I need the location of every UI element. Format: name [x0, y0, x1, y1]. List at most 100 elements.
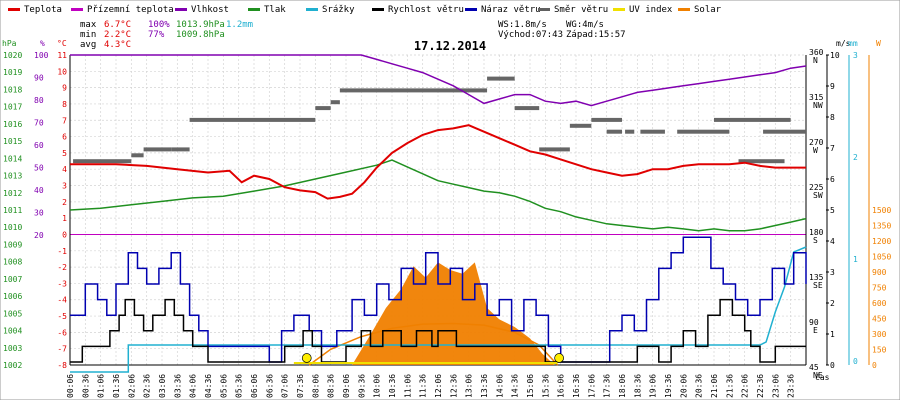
legend-label: Náraz větru: [481, 5, 541, 15]
legend-swatch: [175, 8, 187, 11]
unit-hpa: hPa: [2, 39, 17, 48]
wind-dir-deg-tick: 135: [809, 273, 824, 282]
wind-direction-bar: [591, 117, 622, 122]
x-tick: 12:06: [434, 374, 443, 398]
pressure-tick: 1014: [3, 154, 22, 163]
legend-label: Přízemní teplota: [87, 5, 174, 15]
wind-direction-bar: [677, 129, 730, 134]
wind-direction-bar: [714, 117, 791, 122]
x-tick: 13:06: [465, 374, 474, 398]
x-tick: 15:36: [541, 374, 550, 398]
precip-tick: 3: [853, 51, 858, 60]
solar-tick: 1050: [872, 253, 891, 262]
x-tick: 00:36: [81, 374, 90, 398]
x-tick: 04:36: [204, 374, 213, 398]
x-tick: 02:36: [143, 374, 152, 398]
wind-direction-bar: [738, 159, 785, 164]
solar-tick: 750: [872, 284, 887, 293]
pressure-tick: 1002: [3, 361, 22, 370]
solar-tick: 150: [872, 346, 887, 355]
stats-ws: WS:1.8m/s: [498, 20, 547, 30]
x-tick: 12:36: [449, 374, 458, 398]
legend-label: Srážky: [322, 5, 355, 15]
sun-marker: [554, 353, 564, 363]
pressure-tick: 1020: [3, 51, 22, 60]
stats-block: max 6.7°C 100% 1013.9hPa 1.2mm min 2.2°C…: [80, 20, 626, 50]
x-tick: 15:06: [526, 374, 535, 398]
legend-label: Rychlost větru: [388, 5, 464, 15]
x-tick: 17:36: [603, 374, 612, 398]
pressure-tick: 1007: [3, 275, 22, 284]
pressure-tick: 1015: [3, 137, 22, 146]
wind-direction-bar: [315, 106, 331, 111]
temp-tick: 9: [62, 84, 67, 93]
temp-tick: 7: [62, 116, 67, 125]
temp-tick: 2: [62, 198, 67, 207]
legend-label: Teplota: [24, 5, 62, 15]
precip-tick: 1: [853, 255, 858, 264]
x-tick: 21:06: [710, 374, 719, 398]
wind-dir-deg-tick: 180: [809, 228, 824, 237]
wind-speed-tick: 10: [830, 51, 840, 60]
x-tick: 17:06: [587, 374, 596, 398]
wind-direction-bar: [625, 129, 635, 134]
x-tick: 05:06: [219, 374, 228, 398]
stats-avg-temp: 4.3°C: [104, 40, 131, 50]
x-tick: 22:36: [756, 374, 765, 398]
unit-mm: mm: [848, 39, 858, 48]
precip-tick: 0: [853, 357, 858, 366]
x-tick: 02:06: [127, 374, 136, 398]
wind-speed-tick: 4: [830, 237, 835, 246]
wind-dir-name-tick: SW: [813, 191, 823, 200]
x-tick: 20:06: [679, 374, 688, 398]
x-tick: 11:36: [419, 374, 428, 398]
wind-direction-bar: [514, 106, 540, 111]
temp-tick: 10: [57, 67, 67, 76]
wind-speed-tick: 8: [830, 113, 835, 122]
unit-w: W: [876, 39, 881, 48]
x-tick: 14:36: [511, 374, 520, 398]
legend-swatch: [613, 8, 625, 11]
x-tick: 06:06: [250, 374, 259, 398]
wind-speed-tick: 7: [830, 144, 835, 153]
stats-min-hum: 77%: [148, 30, 165, 40]
legend-label: Směr větru: [554, 5, 608, 15]
stats-max-temp: 6.7°C: [104, 20, 131, 30]
stats-max-hum: 100%: [148, 20, 170, 30]
stats-precip: 1.2mm: [226, 20, 253, 30]
pressure-tick: 1005: [3, 309, 22, 318]
pressure-line: [69, 159, 807, 232]
stats-wg: WG:4m/s: [566, 20, 604, 30]
x-tick: 08:36: [327, 374, 336, 398]
temperature-line: [70, 124, 806, 200]
wind-speed-tick: 2: [830, 299, 835, 308]
wind-direction-bar: [569, 123, 592, 128]
chart-title: 17.12.2014: [414, 39, 486, 53]
temp-tick: 11: [57, 51, 67, 60]
x-tick: 18:06: [618, 374, 627, 398]
temp-tick: -7: [57, 345, 67, 354]
legend-label: Vlhkost: [191, 5, 229, 15]
wind-direction-bar: [73, 159, 132, 164]
stats-min-temp: 2.2°C: [104, 30, 131, 40]
wind-dir-name-tick: N: [813, 56, 818, 65]
stats-avg-label: avg: [80, 40, 96, 50]
humidity-tick: 40: [34, 186, 44, 195]
humidity-tick: 20: [34, 231, 44, 240]
x-tick: 14:06: [495, 374, 504, 398]
wind-dir-name-tick: NW: [813, 101, 823, 110]
legend-label: Solar: [694, 5, 722, 15]
legend-label: UV index: [629, 5, 673, 15]
unit-ms: m/s: [836, 39, 851, 48]
unit-pct: %: [40, 39, 45, 48]
x-tick: 07:06: [281, 374, 290, 398]
x-tick: 20:36: [695, 374, 704, 398]
pressure-tick: 1017: [3, 103, 22, 112]
x-tick: 10:06: [373, 374, 382, 398]
humidity-tick: 70: [34, 119, 44, 128]
wind-speed-tick: 0: [830, 361, 835, 370]
wind-dir-deg-tick: 225: [809, 183, 824, 192]
pressure-tick: 1018: [3, 85, 22, 94]
stats-min-label: min: [80, 30, 96, 40]
